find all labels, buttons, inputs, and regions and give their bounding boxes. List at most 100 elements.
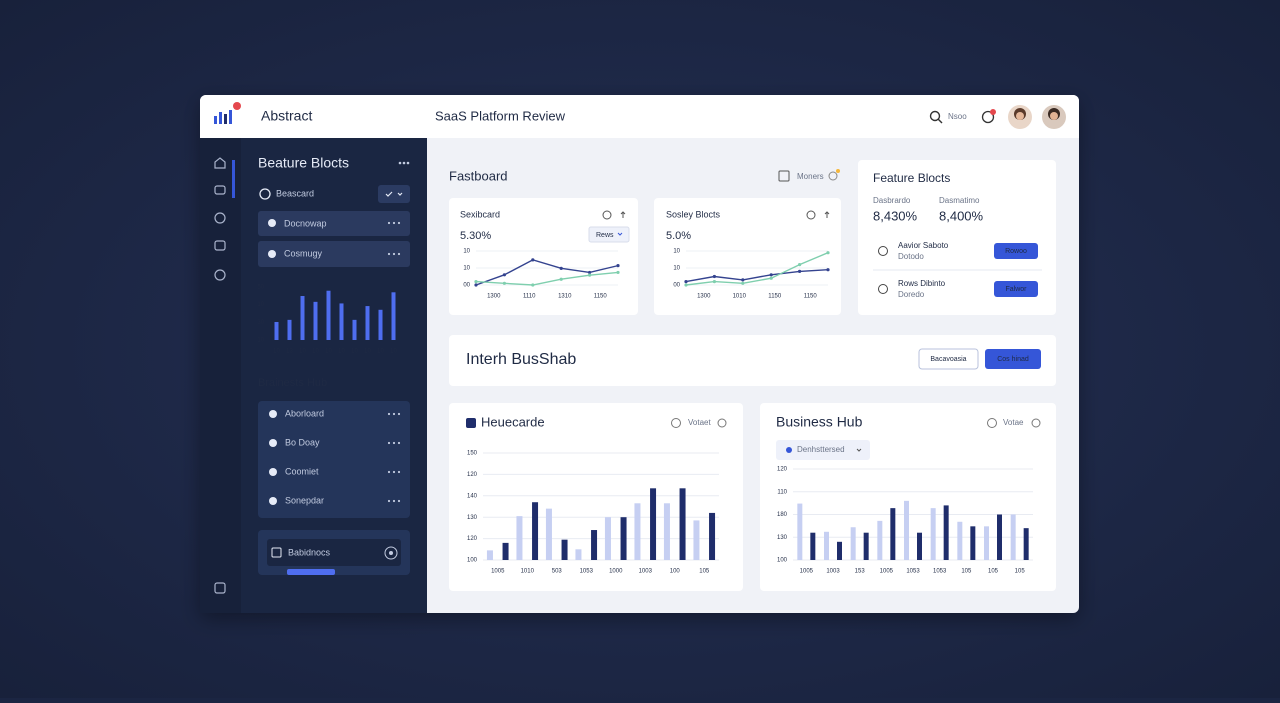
filter-icon[interactable]: [717, 418, 727, 428]
row-button[interactable]: [994, 281, 1038, 297]
menu-dots[interactable]: [398, 161, 410, 165]
x-axis-label: 100: [670, 569, 681, 575]
filter-label[interactable]: Votaet: [688, 418, 711, 427]
card-icon[interactable]: [602, 210, 612, 220]
sidebar-row[interactable]: [258, 211, 410, 236]
sidebar-item[interactable]: Cosmugy: [284, 248, 323, 258]
row-dot[interactable]: [387, 441, 391, 445]
row-dot[interactable]: [397, 470, 401, 474]
dropdown[interactable]: [588, 226, 630, 243]
bar: [943, 505, 949, 560]
bar: [575, 549, 582, 560]
notifications[interactable]: [981, 109, 997, 124]
item-icon: [259, 188, 271, 200]
bar: [877, 520, 883, 560]
card: [654, 198, 841, 315]
y-axis-label: 120: [467, 536, 478, 542]
item-icon: [269, 468, 277, 476]
row-dot[interactable]: [387, 412, 391, 416]
filter-icon[interactable]: [671, 418, 681, 428]
dropdown-label[interactable]: Denhsttersed: [797, 445, 845, 454]
line-series: [475, 271, 619, 286]
sidebar-row[interactable]: [258, 241, 410, 267]
filter-icon[interactable]: [1031, 418, 1041, 428]
sidebar-item[interactable]: Beascard: [276, 188, 314, 198]
line-point: [559, 277, 563, 281]
bar: [693, 520, 700, 560]
search[interactable]: [929, 110, 943, 124]
dropdown[interactable]: [776, 440, 870, 460]
x-axis-label: 1053: [933, 569, 947, 575]
x-axis-label: 1005: [800, 569, 814, 575]
bar: [604, 517, 611, 560]
list-item[interactable]: Bo Doay: [285, 437, 320, 447]
row-dot[interactable]: [397, 412, 401, 416]
line-point: [531, 283, 535, 287]
list-box: [258, 401, 410, 518]
row-button-label[interactable]: Falwor: [1005, 286, 1027, 293]
list-item[interactable]: Aborloard: [285, 408, 324, 418]
line-point: [588, 270, 592, 275]
avatar[interactable]: [1008, 105, 1032, 129]
row-dot[interactable]: [392, 441, 396, 445]
y-axis-label: 10: [673, 266, 680, 272]
toggle-label[interactable]: Moners: [797, 172, 824, 181]
primary-button[interactable]: [985, 349, 1041, 369]
row-dot[interactable]: [387, 499, 391, 503]
x-axis-label: 1053: [580, 569, 594, 575]
row-dot[interactable]: [392, 499, 396, 503]
sort-icon[interactable]: [824, 211, 830, 218]
rail-icons[interactable]: [214, 157, 226, 594]
search-label[interactable]: Nsoo: [948, 112, 967, 121]
sort-icon[interactable]: [620, 211, 626, 218]
line-point: [616, 264, 620, 268]
primary-button-label[interactable]: Cos hinad: [997, 356, 1029, 363]
row-name: Rows Dibinto: [898, 279, 946, 288]
secondary-button-label[interactable]: Bacavoasia: [930, 356, 966, 363]
x-axis-label: 10: [273, 349, 280, 355]
list-item[interactable]: Coomiet: [285, 466, 319, 476]
card-icon[interactable]: [806, 210, 816, 220]
row-dots[interactable]: [387, 221, 401, 256]
footer-row[interactable]: [267, 539, 401, 566]
bar: [532, 502, 539, 560]
secondary-button[interactable]: [918, 348, 979, 370]
bar: [287, 319, 292, 340]
row-dot[interactable]: [392, 412, 396, 416]
footer-icon[interactable]: [384, 546, 398, 560]
bar: [957, 521, 963, 560]
toggle-box[interactable]: [778, 170, 790, 182]
footer-item[interactable]: Babidnocs: [288, 547, 331, 557]
row-dot[interactable]: [387, 470, 391, 474]
row-button-label[interactable]: Rowoo: [1005, 248, 1027, 255]
bar: [326, 290, 331, 340]
check-button[interactable]: [378, 185, 410, 203]
metric-label: Dasmatimo: [939, 196, 980, 205]
progress: [287, 569, 335, 575]
avatar[interactable]: [1042, 105, 1066, 129]
row-dot[interactable]: [397, 499, 401, 503]
bar: [850, 527, 856, 560]
bar: [300, 296, 305, 340]
row-dot[interactable]: [397, 441, 401, 445]
x-axis-label: 1150: [768, 294, 782, 300]
dropdown-label[interactable]: Rews: [596, 232, 614, 239]
card-value: 5.30%: [460, 230, 491, 242]
banner: [449, 335, 1056, 386]
line-point: [559, 266, 563, 270]
row-button[interactable]: [994, 243, 1038, 259]
list-item[interactable]: Sonepdar: [285, 495, 324, 505]
filter-label[interactable]: Votae: [1003, 418, 1024, 427]
row-dot[interactable]: [392, 470, 396, 474]
toggle-icon[interactable]: [828, 171, 838, 181]
filter-icon[interactable]: [987, 418, 997, 428]
sidebar-item[interactable]: Docnowap: [284, 218, 327, 228]
checkbox[interactable]: [271, 547, 282, 558]
line-point: [474, 280, 478, 284]
card: [449, 403, 743, 591]
main-title: Fastboard: [449, 168, 508, 183]
x-axis-label: 105: [699, 569, 710, 575]
x-axis-label: 1003: [639, 569, 653, 575]
bar: [837, 541, 842, 560]
card-title: Sexibcard: [460, 209, 500, 219]
